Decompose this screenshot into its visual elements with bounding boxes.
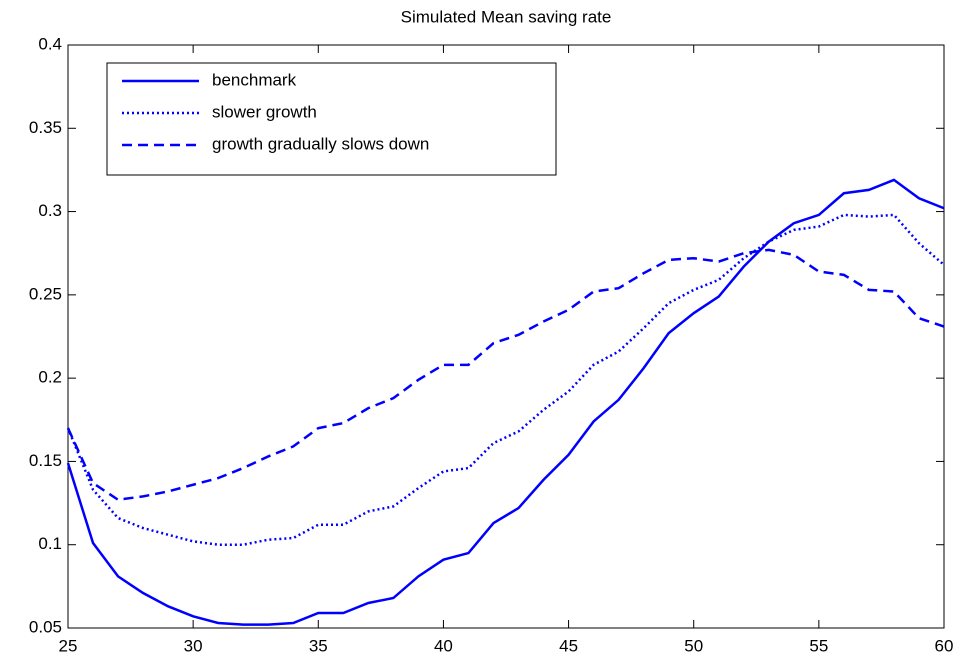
x-tick-label: 45 xyxy=(559,636,578,655)
x-tick-label: 40 xyxy=(434,636,453,655)
plot-area xyxy=(67,44,945,629)
series-line xyxy=(66,248,945,502)
y-tick-label: 0.2 xyxy=(38,368,62,387)
x-tick-label: 35 xyxy=(309,636,328,655)
chart-title: Simulated Mean saving rate xyxy=(401,7,612,26)
y-tick-label: 0.3 xyxy=(38,201,62,220)
y-tick-label: 0.4 xyxy=(38,34,62,53)
y-tick-label: 0.1 xyxy=(38,534,62,553)
y-tick-label: 0.35 xyxy=(29,118,62,137)
y-tick-label: 0.05 xyxy=(29,617,62,636)
series-line xyxy=(66,178,945,626)
y-tick-label: 0.15 xyxy=(29,451,62,470)
series-line xyxy=(66,213,945,546)
legend-label: benchmark xyxy=(212,70,297,89)
y-tick-label: 0.25 xyxy=(29,284,62,303)
legend-label: growth gradually slows down xyxy=(212,134,429,153)
legend-label: slower growth xyxy=(212,102,317,121)
x-tick-label: 30 xyxy=(184,636,203,655)
x-tick-label: 60 xyxy=(935,636,954,655)
x-tick-label: 50 xyxy=(684,636,703,655)
x-tick-label: 25 xyxy=(59,636,78,655)
x-tick-label: 55 xyxy=(809,636,828,655)
